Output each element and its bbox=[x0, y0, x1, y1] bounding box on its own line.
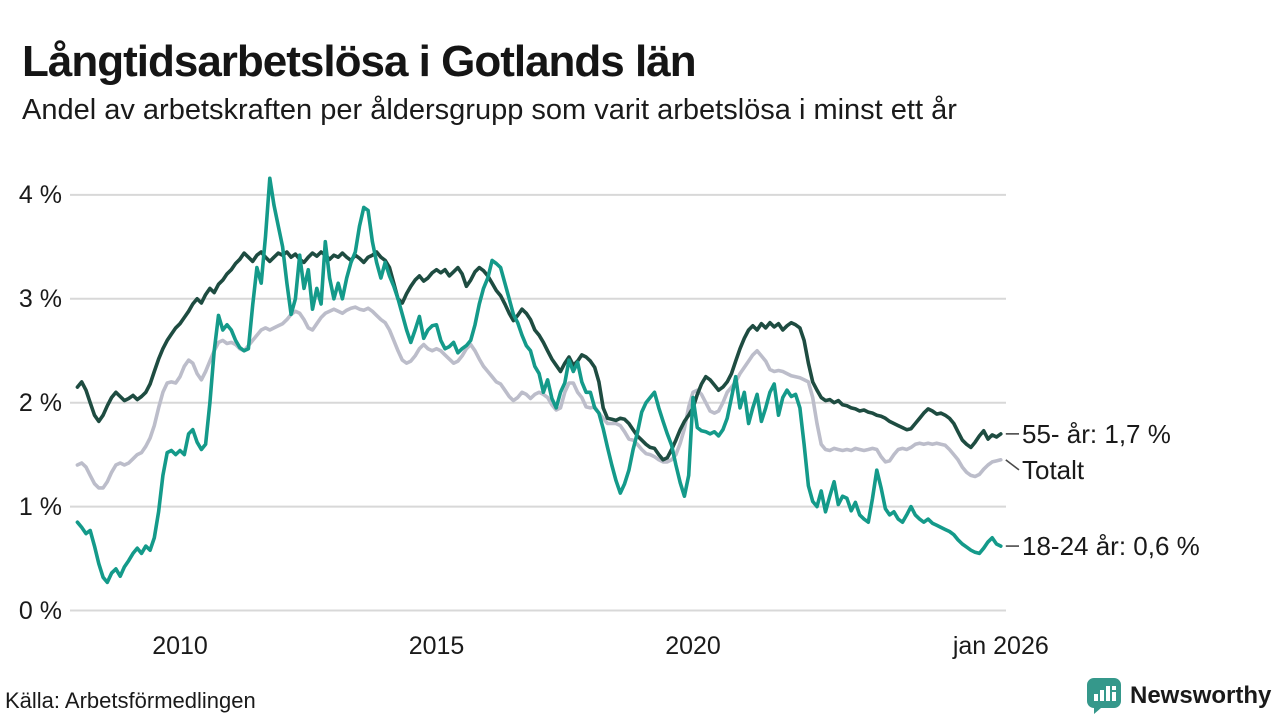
label-connector bbox=[1005, 459, 1020, 471]
chart-subtitle: Andel av arbetskraften per åldersgrupp s… bbox=[22, 94, 957, 126]
series-label-55-r: 55- år: 1,7 % bbox=[1022, 418, 1171, 449]
newsworthy-logo-icon bbox=[1087, 678, 1121, 714]
series-line-18-24-r bbox=[75, 176, 1003, 585]
x-tick-label: 2010 bbox=[152, 632, 208, 660]
x-tick-label: 2020 bbox=[665, 632, 721, 660]
series-label-totalt: Totalt bbox=[1022, 454, 1085, 485]
y-tick-label: 3 % bbox=[18, 284, 62, 313]
y-tick-label: 1 % bbox=[18, 492, 62, 521]
y-tick-label: 2 % bbox=[18, 388, 62, 417]
series-line-totalt bbox=[75, 305, 1003, 490]
source-note: Källa: Arbetsförmedlingen bbox=[5, 688, 256, 713]
chart-title: Långtidsarbetslösa i Gotlands län bbox=[22, 37, 697, 87]
series-label-18-24-r: 18-24 år: 0,6 % bbox=[1022, 531, 1200, 562]
newsworthy-brand: Newsworthy bbox=[1086, 677, 1271, 715]
x-tick-label: jan 2026 bbox=[952, 632, 1049, 660]
y-tick-label: 0 % bbox=[18, 596, 62, 625]
x-tick-label: 2015 bbox=[408, 632, 465, 660]
y-tick-label: 4 % bbox=[18, 180, 62, 209]
newsworthy-wordmark: Newsworthy bbox=[1130, 682, 1272, 709]
series-line-55-r bbox=[75, 250, 1003, 462]
